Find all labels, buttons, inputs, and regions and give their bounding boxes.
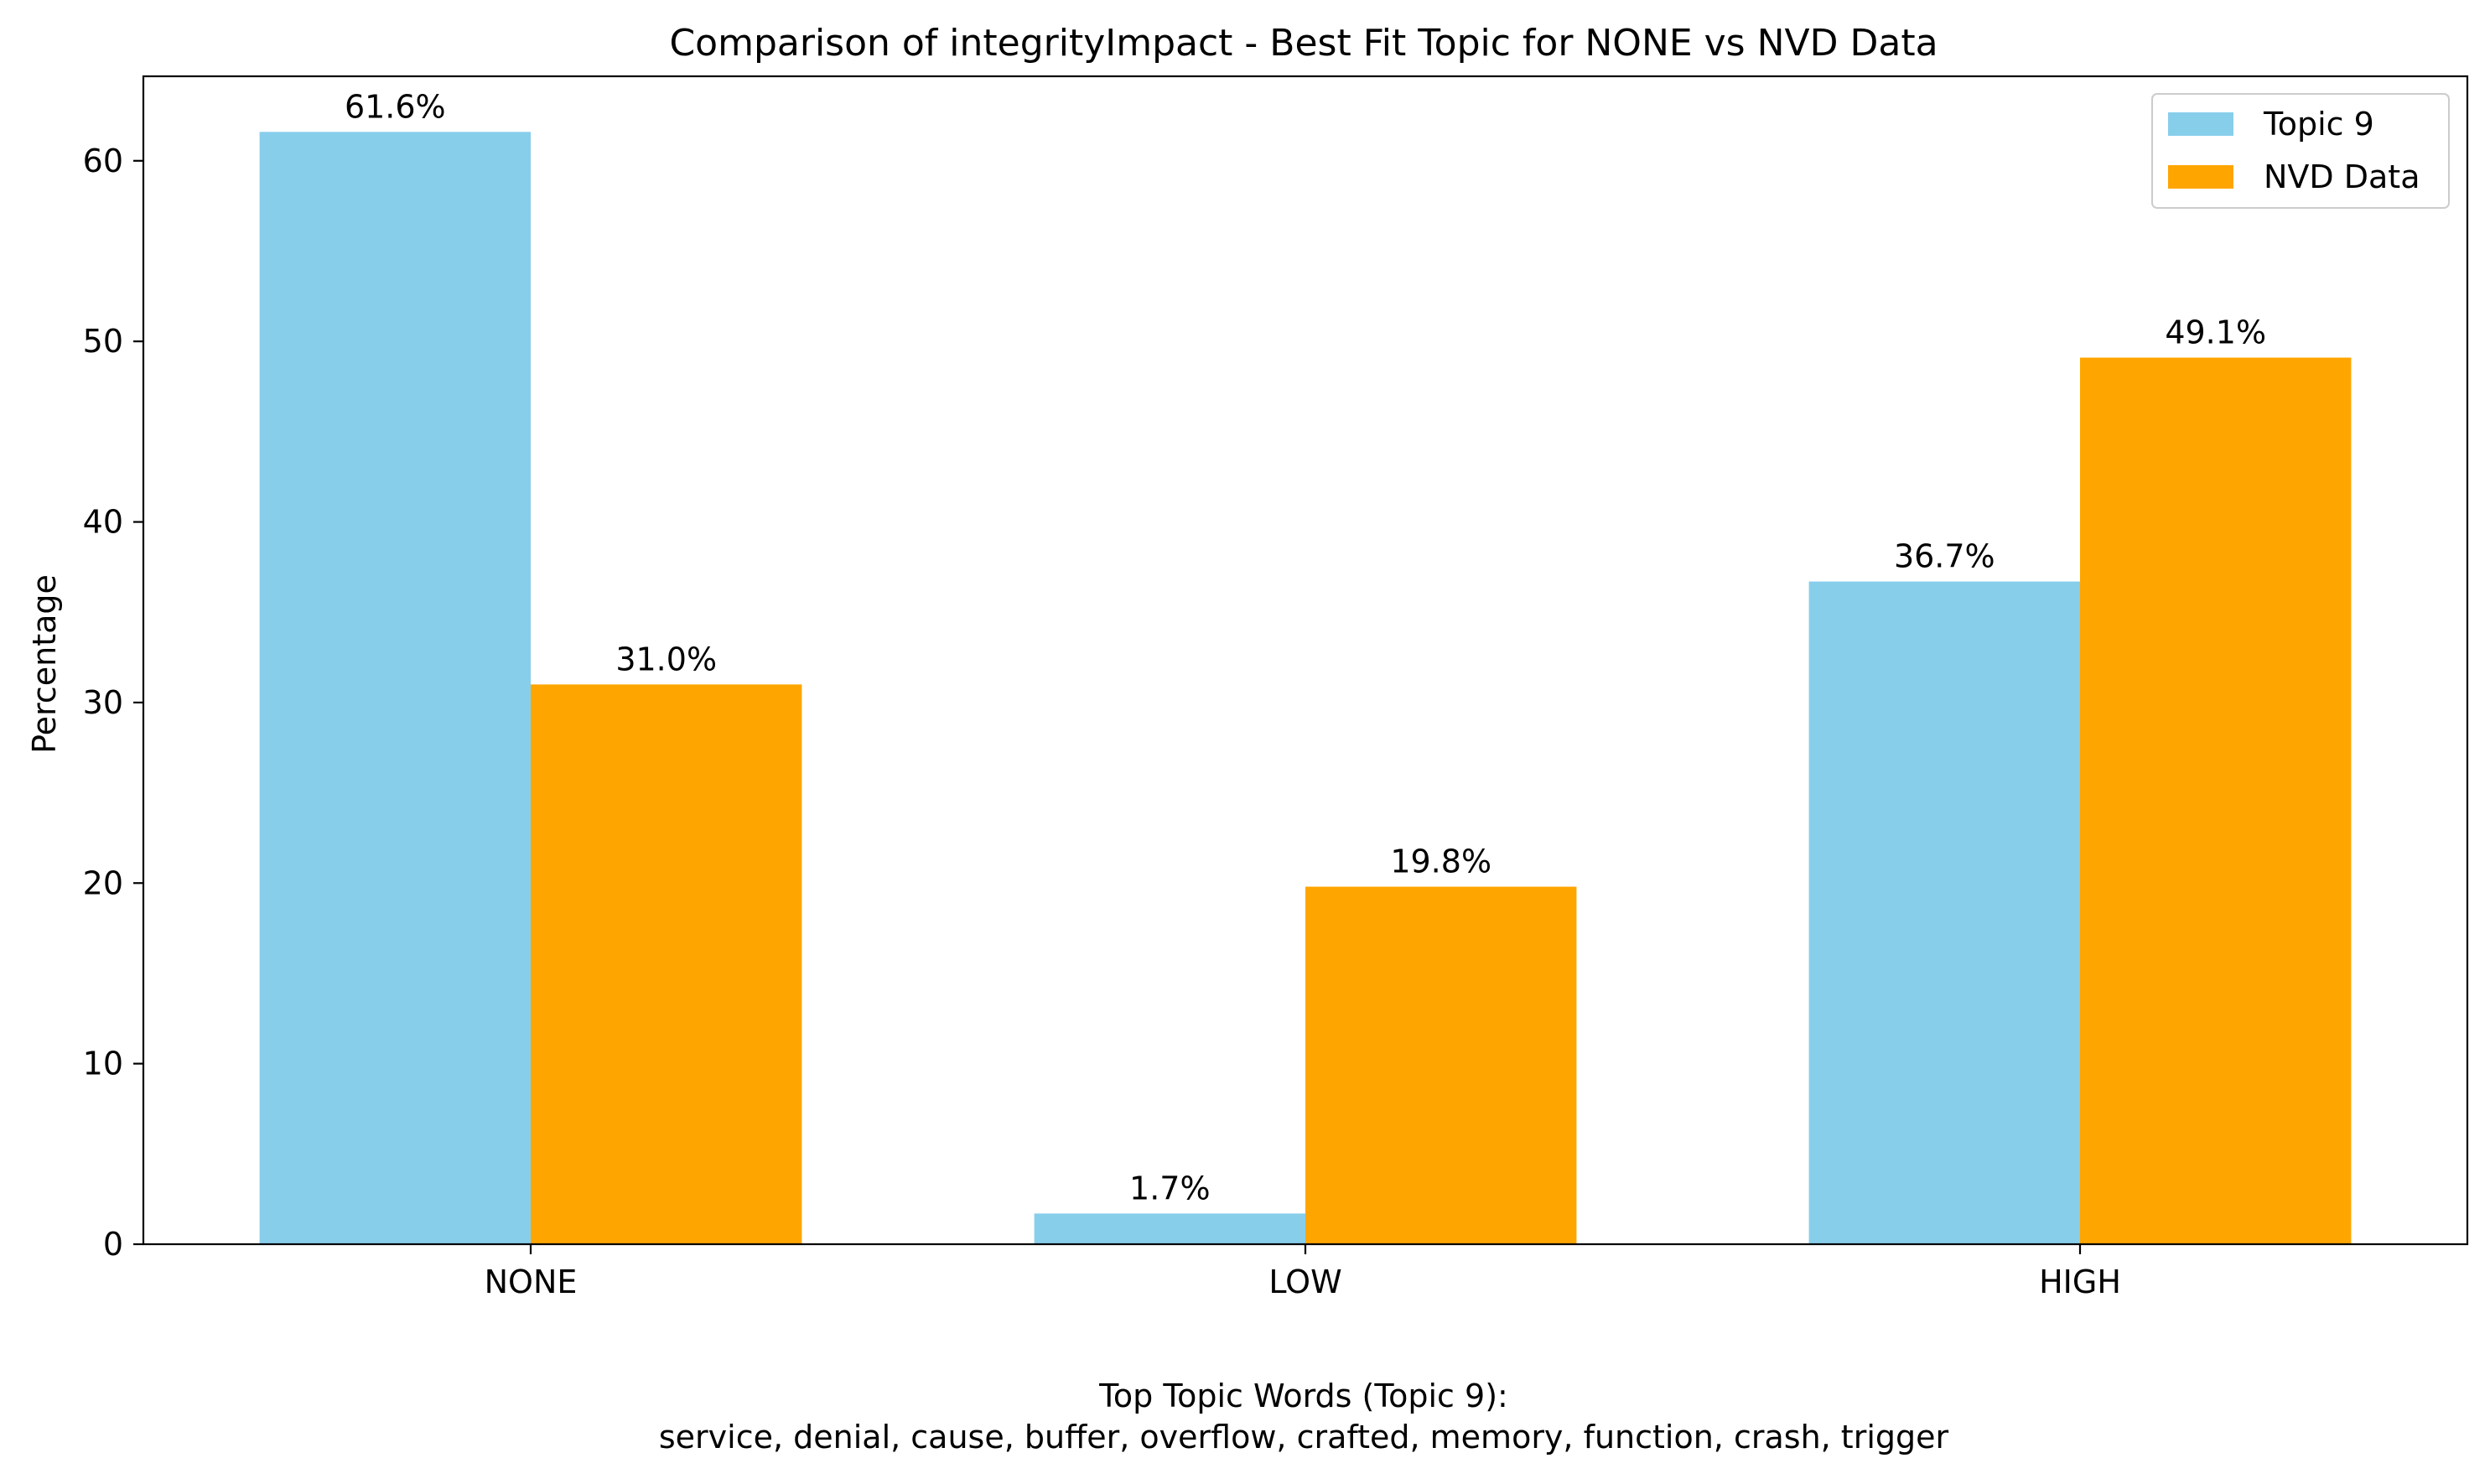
- y-tick-label-30: 30: [83, 684, 123, 721]
- y-tick-label-10: 10: [83, 1046, 123, 1082]
- x-tick-label-none: NONE: [485, 1263, 578, 1300]
- data-label-nvd-data-none: 31.0%: [615, 641, 717, 677]
- x-tick-label-high: HIGH: [2039, 1263, 2121, 1300]
- data-label-topic-9-low: 1.7%: [1129, 1170, 1211, 1206]
- legend-label-topic-9: Topic 9: [2263, 106, 2374, 143]
- chart-title: Comparison of integrityImpact - Best Fit…: [669, 22, 1938, 65]
- y-tick-label-20: 20: [83, 864, 123, 901]
- bar-nvd-data-low: [1305, 886, 1577, 1244]
- y-tick-label-50: 50: [83, 323, 123, 360]
- plot-area: 61.6% 1.7% 36.7% 31.0% 19.8% 49.1% 0 10 20 30 40 50…: [83, 75, 2469, 1300]
- bar-nvd-data-high: [2080, 357, 2352, 1244]
- data-label-topic-9-none: 61.6%: [345, 88, 446, 125]
- bar-topic-9-low: [1034, 1213, 1305, 1244]
- y-axis-label: Percentage: [26, 574, 63, 754]
- data-label-topic-9-high: 36.7%: [1894, 538, 1995, 575]
- data-label-nvd-data-low: 19.8%: [1390, 843, 1491, 880]
- bar-topic-9-none: [259, 132, 531, 1245]
- legend-swatch-topic-9: [2168, 112, 2233, 136]
- footer-topic-heading: Top Topic Words (Topic 9):: [1098, 1378, 1508, 1414]
- y-tick-label-40: 40: [83, 504, 123, 541]
- x-tick-label-low: LOW: [1268, 1263, 1341, 1300]
- bar-topic-9-high: [1808, 581, 2080, 1244]
- footer-topic-words: service, denial, cause, buffer, overflow…: [659, 1419, 1949, 1455]
- legend-label-nvd-data: NVD Data: [2264, 158, 2420, 195]
- bar-nvd-data-none: [531, 684, 802, 1244]
- y-tick-label-0: 0: [103, 1226, 123, 1263]
- legend-swatch-nvd-data: [2168, 165, 2233, 189]
- data-label-nvd-data-high: 49.1%: [2165, 314, 2266, 351]
- legend: Topic 9 NVD Data: [2151, 93, 2450, 209]
- y-tick-label-60: 60: [83, 143, 123, 179]
